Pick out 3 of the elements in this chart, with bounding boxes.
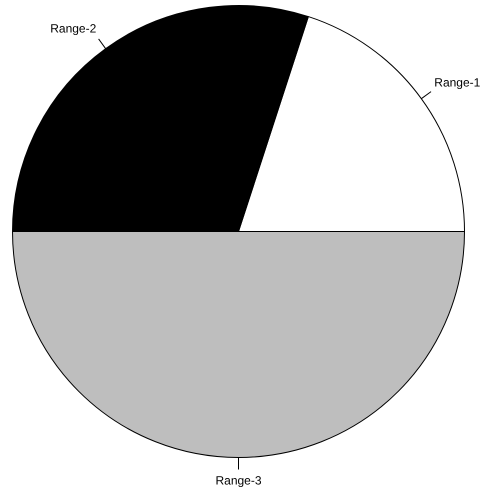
slice-label: Range-2 <box>50 22 97 36</box>
slice-label: Range-1 <box>434 75 481 90</box>
slice-label: Range-3 <box>215 474 262 488</box>
